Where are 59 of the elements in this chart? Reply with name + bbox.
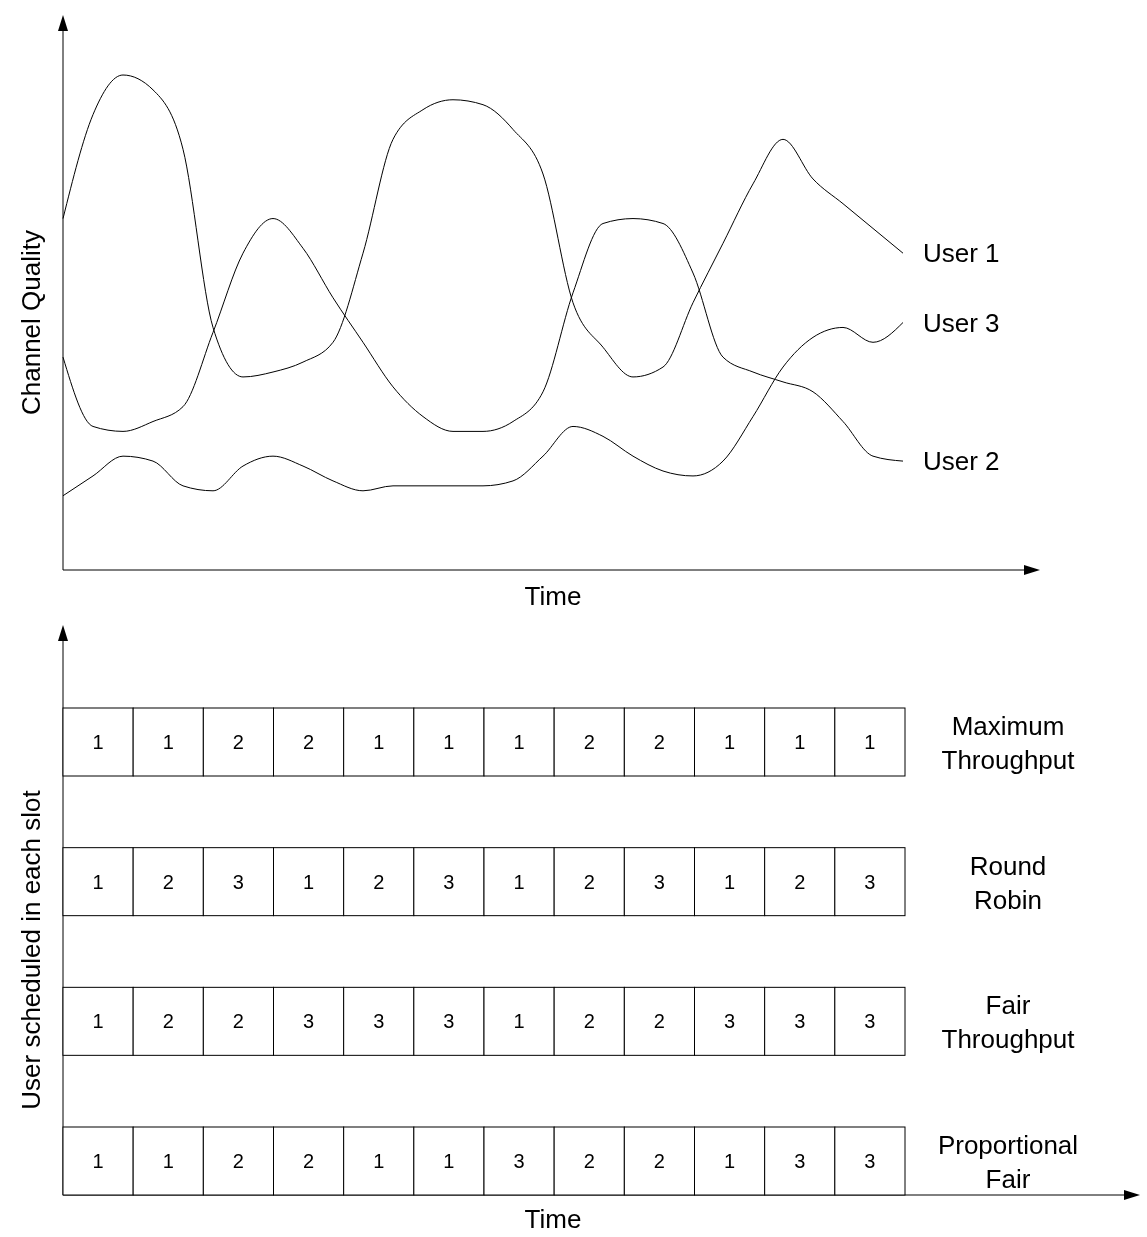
data-label: 1 [373, 731, 385, 753]
data-label: 3 [373, 1010, 385, 1033]
data-label: 1 [92, 1010, 104, 1033]
data-label: 2 [232, 1010, 244, 1033]
data-label: 1 [724, 870, 736, 893]
data-label: 1 [303, 870, 315, 893]
y-tick-label: Maximum Throughput [941, 711, 1076, 776]
data-label: 1 [513, 870, 525, 893]
y-axis-title: Channel Quality [16, 230, 46, 415]
data-label: 3 [864, 1010, 876, 1033]
data-label: 3 [653, 870, 665, 893]
data-label: 3 [724, 1010, 736, 1033]
data-label: 2 [583, 1150, 595, 1172]
data-label: 1 [443, 731, 455, 753]
data-label: 3 [443, 1010, 455, 1033]
data-label: 3 [864, 1150, 876, 1172]
data-label: 3 [864, 870, 876, 893]
data-label: 1 [92, 731, 104, 753]
y-tick-label: Round Robin [969, 850, 1047, 915]
data-label: 1 [513, 1010, 525, 1033]
data-label: 3 [513, 1150, 525, 1172]
data-label: 2 [162, 870, 174, 893]
data-label: 1 [443, 1150, 455, 1172]
data-label: 3 [794, 1010, 806, 1033]
data-label: 3 [303, 1010, 315, 1033]
data-label: 3 [794, 1150, 806, 1172]
series-label: User 3 [923, 307, 1000, 338]
data-label: 2 [232, 731, 244, 753]
y-tick-label: Fair Throughput [941, 990, 1076, 1055]
data-label: 2 [373, 870, 385, 893]
data-label: 2 [303, 731, 315, 753]
y-tick-label: Proportional Fair [937, 1130, 1079, 1195]
x-axis-title: Time [524, 1204, 582, 1234]
data-label: 1 [724, 1150, 736, 1172]
data-label: 1 [724, 731, 736, 753]
data-label: 1 [864, 731, 876, 753]
x-axis-title: Time [524, 581, 582, 611]
data-label: 1 [92, 1150, 104, 1172]
data-label: 2 [794, 870, 806, 893]
data-label: 1 [794, 731, 806, 753]
data-label: 2 [303, 1150, 315, 1172]
data-label: 1 [162, 1150, 174, 1172]
data-label: 3 [232, 870, 244, 893]
data-label: 1 [513, 731, 525, 753]
data-label: 2 [162, 1010, 174, 1033]
data-label: 2 [583, 1010, 595, 1033]
y-axis-title: User scheduled in each slot [16, 789, 46, 1110]
data-label: 3 [443, 870, 455, 893]
data-label: 2 [653, 1010, 665, 1033]
data-label: 2 [583, 731, 595, 753]
data-label: 2 [653, 1150, 665, 1172]
data-label: 2 [583, 870, 595, 893]
series-label: User 1 [923, 238, 1000, 269]
data-label: 1 [92, 870, 104, 893]
data-label: 2 [653, 731, 665, 753]
data-label: 1 [162, 731, 174, 753]
data-label: 2 [232, 1150, 244, 1172]
series-label: User 2 [923, 446, 1000, 477]
data-label: 1 [373, 1150, 385, 1172]
